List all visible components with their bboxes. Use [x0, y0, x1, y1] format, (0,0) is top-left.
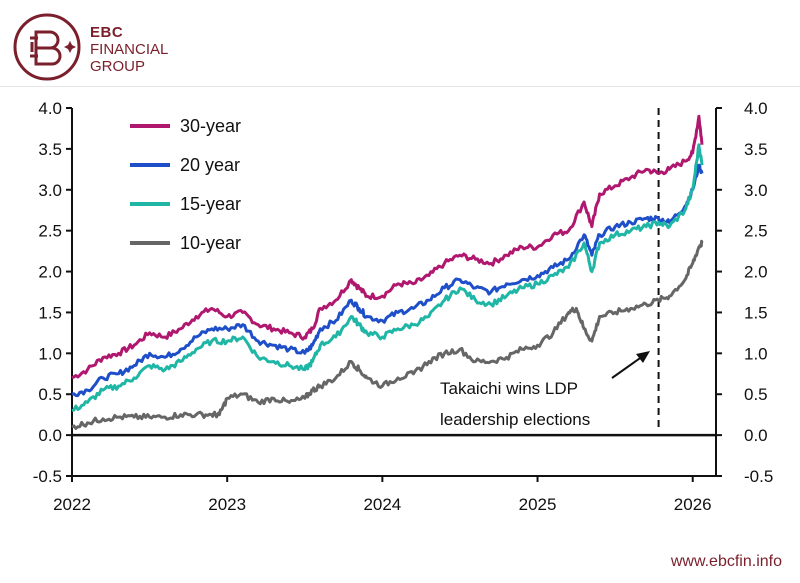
y-tick-label-left: 2.0 [38, 263, 62, 282]
x-tick-label: 2026 [674, 495, 712, 514]
series-line-20-year [71, 163, 704, 398]
y-tick-label-right: 0.5 [744, 385, 768, 404]
y-tick-label-right: 3.5 [744, 140, 768, 159]
annotation-arrow-head [636, 351, 650, 363]
x-tick-label: 2025 [519, 495, 557, 514]
legend-label: 15-year [180, 194, 241, 214]
y-tick-label-left: 0.5 [38, 385, 62, 404]
brand-line-2: FINANCIAL [90, 41, 169, 58]
legend-label: 10-year [180, 233, 241, 253]
y-tick-label-right: 0.0 [744, 426, 768, 445]
x-tick-label: 2024 [363, 495, 401, 514]
y-tick-label-right: 1.0 [744, 344, 768, 363]
series-line-30-year [71, 114, 704, 380]
annotation-layer: Takaichi wins LDP leadership elections [440, 351, 650, 429]
y-tick-label-left: 0.0 [38, 426, 62, 445]
brand-name: EBC FINANCIAL GROUP [90, 24, 168, 75]
annotation-line-2: leadership elections [440, 410, 590, 429]
ebc-logo-icon [13, 13, 81, 81]
annotation-arrow-shaft [611, 355, 644, 379]
website-url: www.ebcfin.info [670, 553, 782, 570]
y-tick-label-right: -0.5 [744, 467, 773, 486]
y-tick-label-left: 4.0 [38, 99, 62, 118]
series-layer [71, 114, 704, 430]
y-tick-label-left: 2.5 [38, 222, 62, 241]
annotation-line-1: Takaichi wins LDP [440, 379, 578, 398]
y-tick-label-right: 2.0 [744, 263, 768, 282]
y-tick-label-right: 1.5 [744, 303, 768, 322]
brand-line-1: EBC [90, 24, 124, 41]
y-tick-label-right: 4.0 [744, 99, 768, 118]
y-tick-label-right: 3.0 [744, 181, 768, 200]
brand-line-3: GROUP [90, 58, 146, 75]
y-tick-label-left: 3.0 [38, 181, 62, 200]
x-tick-label: 2022 [53, 495, 91, 514]
y-tick-label-left: 3.5 [38, 140, 62, 159]
y-tick-label-right: 2.5 [744, 222, 768, 241]
chart-axes: 4.0 3.5 3.0 2.5 2.0 1.5 1.0 0.5 0.0 -0.5 4.0 3.5 3.0… [33, 99, 774, 514]
legend-label: 20 year [180, 155, 240, 175]
series-line-15-year [71, 143, 704, 413]
header: EBC FINANCIAL GROUP [0, 0, 800, 87]
series-line-10-year [71, 239, 704, 430]
y-tick-label-left: 1.5 [38, 303, 62, 322]
y-tick-label-left: -0.5 [33, 467, 62, 486]
chart-legend: 30-year 20 year 15-year 10-year [130, 116, 241, 253]
y-tick-label-left: 1.0 [38, 344, 62, 363]
legend-label: 30-year [180, 116, 241, 136]
x-tick-label: 2023 [208, 495, 246, 514]
